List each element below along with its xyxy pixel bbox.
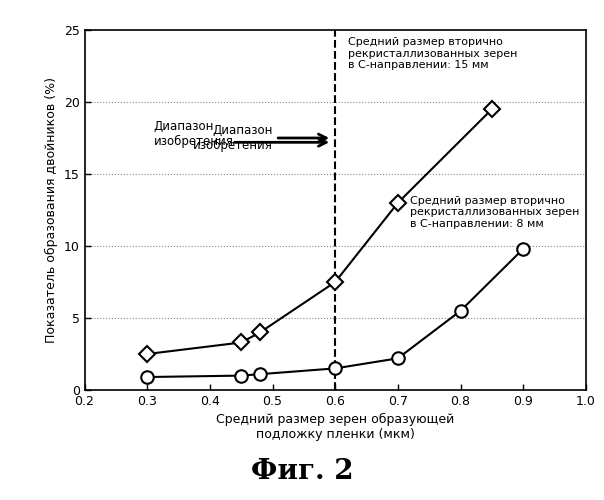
Y-axis label: Показатель образования двойников (%): Показатель образования двойников (%) xyxy=(45,77,58,343)
X-axis label: Средний размер зерен образующей
подложку пленки (мкм): Средний размер зерен образующей подложку… xyxy=(216,414,454,442)
Text: Фиг. 2: Фиг. 2 xyxy=(251,458,353,485)
Text: Средний размер вторично
рекристаллизованных зерен
в С-направлении: 15 мм: Средний размер вторично рекристаллизован… xyxy=(348,37,517,70)
Text: Диапазон
изобретения: Диапазон изобретения xyxy=(193,124,326,152)
Text: Диапазон
изобретения: Диапазон изобретения xyxy=(153,120,233,148)
Text: Средний размер вторично
рекристаллизованных зерен
в С-направлении: 8 мм: Средний размер вторично рекристаллизован… xyxy=(411,196,580,229)
